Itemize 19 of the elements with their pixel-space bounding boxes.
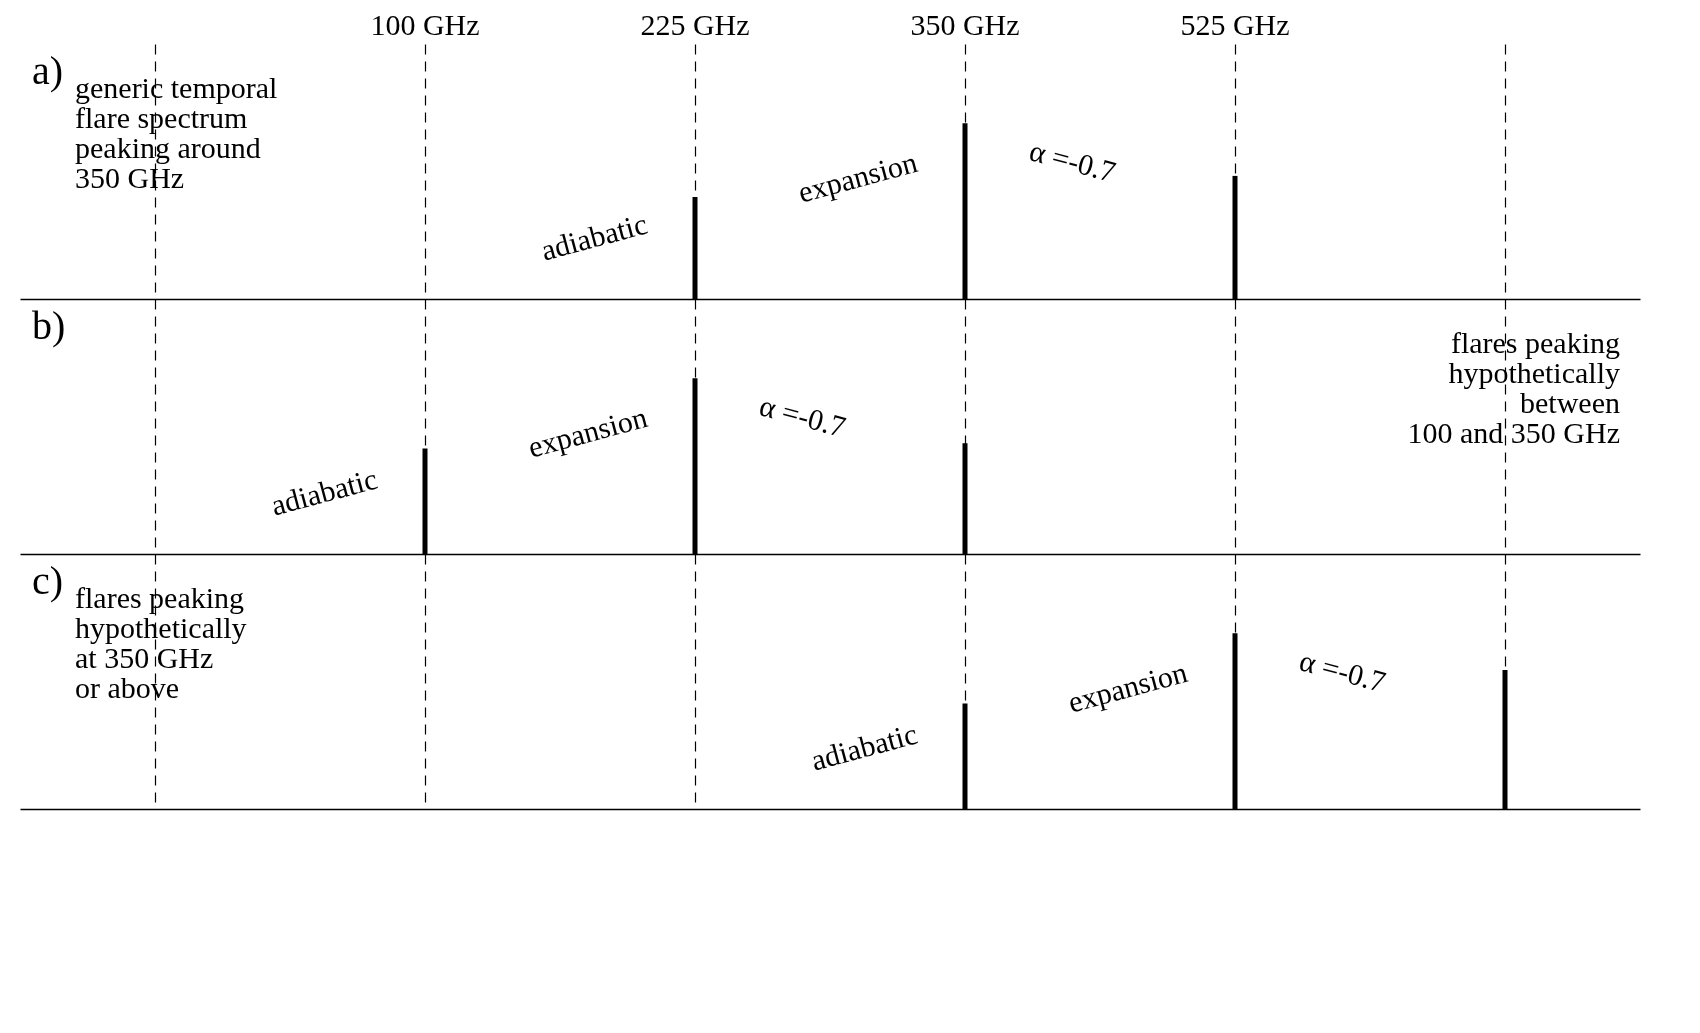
x-tick-label: 225 GHz	[640, 7, 750, 41]
annotation: flares peaking hypothetically at 350 GHz or above	[75, 581, 247, 704]
text: b)	[32, 303, 66, 348]
annotation: adiabatic	[807, 716, 921, 777]
annotation: expansion	[794, 145, 921, 209]
annotation: adiabatic	[267, 461, 381, 522]
text: a)	[32, 48, 64, 93]
annotation: generic temporal flare spectrum peaking around 350 GHz	[75, 71, 278, 194]
annotation: α =-0.7	[756, 388, 850, 444]
annotation: expansion	[524, 400, 651, 464]
annotation: α =-0.7	[1296, 643, 1390, 699]
x-tick-label: 100 GHz	[370, 7, 480, 41]
annotation: flares peaking hypothetically between 100 and 350 GHz	[1407, 326, 1620, 449]
x-tick-label: 350 GHz	[910, 7, 1020, 41]
annotation: adiabatic	[537, 206, 651, 267]
annotation: α =-0.7	[1026, 133, 1120, 189]
text: c)	[32, 558, 64, 603]
annotation: expansion	[1064, 655, 1191, 719]
x-tick-label: 525 GHz	[1180, 7, 1290, 41]
